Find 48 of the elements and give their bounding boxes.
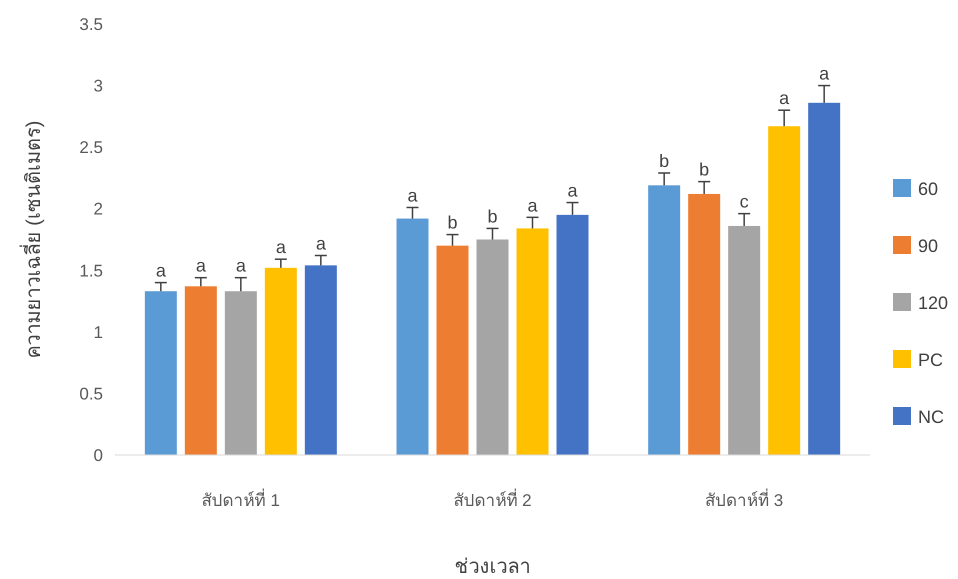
data-label: a bbox=[276, 237, 287, 258]
bar bbox=[224, 291, 257, 455]
bar bbox=[728, 226, 760, 455]
x-tick-label: สัปดาห์ที่ 1 bbox=[202, 488, 280, 510]
y-tick-label: 0 bbox=[94, 446, 103, 465]
data-label: a bbox=[196, 256, 207, 276]
bar bbox=[184, 286, 217, 455]
legend-label: 60 bbox=[918, 179, 938, 199]
y-tick-label: 0.5 bbox=[79, 384, 103, 404]
bar bbox=[304, 265, 337, 455]
data-label: a bbox=[779, 88, 790, 108]
x-tick-label: สัปดาห์ที่ 2 bbox=[453, 488, 532, 510]
data-label: a bbox=[156, 260, 167, 281]
bar bbox=[396, 218, 428, 455]
bar bbox=[808, 102, 840, 455]
bar bbox=[144, 291, 177, 455]
y-tick-label: 3.5 bbox=[79, 15, 103, 34]
y-axis-title: ความยาวเฉลี่ย (เซนติเมตร) bbox=[19, 120, 45, 358]
data-label: b bbox=[659, 151, 670, 172]
bar bbox=[688, 194, 720, 455]
data-label: b bbox=[487, 206, 498, 226]
data-label: a bbox=[407, 185, 418, 206]
y-tick-label: 1.5 bbox=[79, 261, 103, 280]
data-label: a bbox=[236, 256, 247, 276]
legend-label: NC bbox=[918, 407, 944, 427]
data-label: a bbox=[819, 64, 830, 84]
y-tick-label: 2.5 bbox=[79, 138, 103, 158]
data-label: b bbox=[699, 160, 710, 180]
data-label: b bbox=[447, 212, 458, 233]
bar bbox=[648, 185, 680, 455]
bar bbox=[516, 228, 548, 455]
legend-label: PC bbox=[918, 350, 944, 370]
legend-label: 90 bbox=[918, 236, 938, 256]
bar bbox=[768, 126, 800, 455]
bar bbox=[476, 240, 508, 455]
y-tick-label: 3 bbox=[94, 76, 103, 96]
data-label: a bbox=[316, 234, 327, 254]
x-axis-title: ช่วงเวลา bbox=[454, 556, 530, 578]
bar bbox=[264, 268, 297, 455]
bar bbox=[436, 246, 468, 455]
data-label: a bbox=[567, 180, 578, 201]
data-label: c bbox=[740, 192, 749, 212]
y-tick-label: 2 bbox=[94, 200, 103, 219]
bar bbox=[556, 214, 588, 455]
x-tick-label: สัปดาห์ที่ 3 bbox=[705, 488, 784, 510]
legend-label: 120 bbox=[918, 293, 948, 313]
y-tick-label: 1 bbox=[94, 322, 103, 342]
data-label: a bbox=[527, 195, 538, 216]
